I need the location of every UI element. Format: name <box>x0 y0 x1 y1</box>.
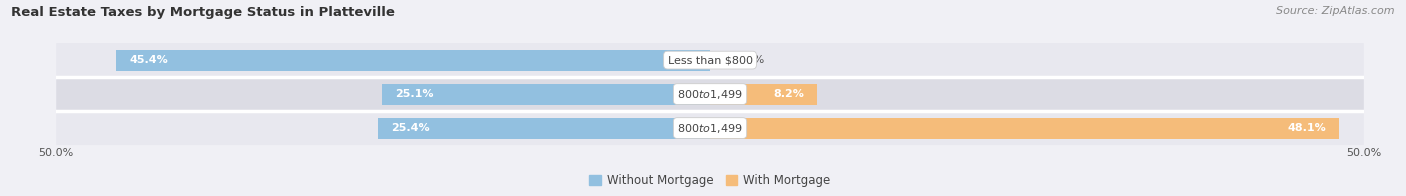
Bar <box>382 83 710 105</box>
Legend: Without Mortgage, With Mortgage: Without Mortgage, With Mortgage <box>585 170 835 192</box>
FancyBboxPatch shape <box>56 77 1364 111</box>
Text: 8.2%: 8.2% <box>773 89 804 99</box>
Text: Source: ZipAtlas.com: Source: ZipAtlas.com <box>1277 6 1395 16</box>
Text: 25.1%: 25.1% <box>395 89 433 99</box>
FancyBboxPatch shape <box>56 111 1364 145</box>
Text: 25.4%: 25.4% <box>391 123 430 133</box>
Bar <box>710 83 817 105</box>
Text: 48.1%: 48.1% <box>1286 123 1326 133</box>
Text: $800 to $1,499: $800 to $1,499 <box>678 88 742 101</box>
Bar <box>378 118 710 139</box>
Text: 45.4%: 45.4% <box>129 55 169 65</box>
Text: Real Estate Taxes by Mortgage Status in Platteville: Real Estate Taxes by Mortgage Status in … <box>11 6 395 19</box>
Text: 0.0%: 0.0% <box>737 55 765 65</box>
Bar <box>117 50 710 71</box>
Bar <box>710 118 1339 139</box>
Text: Less than $800: Less than $800 <box>668 55 752 65</box>
Text: $800 to $1,499: $800 to $1,499 <box>678 122 742 134</box>
FancyBboxPatch shape <box>56 43 1364 77</box>
